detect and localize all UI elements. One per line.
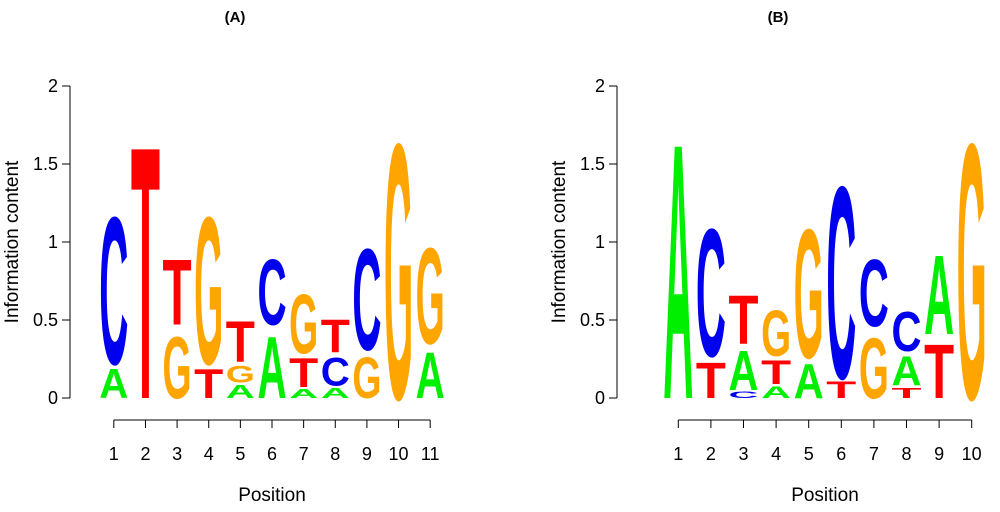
y-tick-label: 0 <box>595 388 605 408</box>
logo-letter-a: A <box>99 361 128 408</box>
y-tick-label: 0 <box>48 388 58 408</box>
logo-panel-a: (A) 0 0.5 1 1.5 2 Information content 1 2 3 4 5 6 7 8 9… <box>2 9 445 506</box>
logo-letter-c: C <box>859 239 889 347</box>
logo-letter-a: A <box>289 387 318 402</box>
logo-letter-g: G <box>352 347 381 411</box>
x-tick-label: 8 <box>330 444 340 464</box>
panel-title: (A) <box>225 9 246 26</box>
y-tick-label: 1.5 <box>580 154 605 174</box>
logo-letter-c: C <box>826 129 856 437</box>
logo-letter-t: T <box>321 311 350 364</box>
x-tick-label: 9 <box>362 444 372 464</box>
logo-letter-c: C <box>892 300 922 364</box>
y-tick-label: 1.5 <box>33 154 58 174</box>
x-tick-label: 2 <box>706 444 716 464</box>
x-tick-label: 4 <box>204 444 214 464</box>
logo-letter-g: G <box>416 221 445 374</box>
x-tick-label: 5 <box>235 444 245 464</box>
x-tick-label: 4 <box>771 444 781 464</box>
logo-letter-a: A <box>924 233 954 359</box>
x-tick-label: 10 <box>389 444 409 464</box>
logo-letter-t: T <box>696 352 726 409</box>
y-tick-label: 1 <box>595 232 605 252</box>
logo-letter-t: T <box>289 351 318 396</box>
logo-letter-t: T <box>826 377 856 404</box>
x-tick-label: 9 <box>934 444 944 464</box>
logo-letter-a: A <box>416 339 445 413</box>
logo-letter-g: G <box>289 276 318 370</box>
logo-letter-t: T <box>194 362 223 407</box>
logo-letter-g: G <box>384 69 413 477</box>
logo-letter-g: G <box>194 174 223 409</box>
logo-letter-t: T <box>924 328 954 415</box>
x-tick-label: 11 <box>421 444 440 464</box>
logo-letter-c: C <box>352 219 381 381</box>
logo-letter-a: A <box>663 69 693 476</box>
logo-letter-g: G <box>794 191 824 397</box>
y-tick-label: 2 <box>595 76 605 96</box>
logo-letter-a: A <box>257 318 286 417</box>
y-axis-label: Information content <box>549 160 570 323</box>
logo-letter-a: A <box>226 381 255 402</box>
x-tick-label: 2 <box>140 444 150 464</box>
y-tick-label: 1 <box>48 232 58 252</box>
logo-letter-c: C <box>321 351 350 395</box>
logo-letter-a: A <box>729 339 759 403</box>
y-tick-label: 2 <box>48 76 58 96</box>
x-tick-label: 1 <box>109 444 119 464</box>
logo-letter-c: C <box>257 240 286 345</box>
logo-letter-g: G <box>163 320 192 418</box>
logo-letter-g: G <box>761 297 791 370</box>
logo-letter-t: T <box>163 239 192 345</box>
x-tick-label: 7 <box>869 444 879 464</box>
logo-letter-t: T <box>892 384 922 401</box>
logo-letter-a: A <box>761 383 791 402</box>
logo-letter-g: G <box>226 360 255 388</box>
logo-letter-g: G <box>957 69 987 477</box>
x-tick-label: 6 <box>267 444 277 464</box>
x-tick-label: 8 <box>901 444 911 464</box>
logo-letter-c: C <box>99 175 128 410</box>
x-tick-label: 3 <box>738 444 748 464</box>
logo-letter-t: T <box>761 353 791 391</box>
logo-letter-c: C <box>696 192 726 396</box>
y-axis-label: Information content <box>2 160 23 323</box>
x-tick-label: 5 <box>804 444 814 464</box>
logo-letter-a: A <box>794 354 824 409</box>
x-tick-label: 10 <box>962 444 982 464</box>
logo-letter-t: T <box>226 311 255 376</box>
y-tick-label: 0.5 <box>580 310 605 330</box>
x-axis-label: Position <box>238 485 306 506</box>
logo-letter-g: G <box>859 320 889 417</box>
y-tick-label: 0.5 <box>33 310 58 330</box>
logo-letter-a: A <box>321 385 350 402</box>
x-tick-label: 6 <box>836 444 846 464</box>
logo-letter-c: C <box>729 390 759 400</box>
logo-panel-b: (B) 0 0.5 1 1.5 2 Information content 1 2 3 4 5 6 7 8 9… <box>549 9 987 506</box>
logo-letter-t: T <box>729 280 759 359</box>
panel-title: (B) <box>768 9 789 26</box>
x-tick-label: 3 <box>172 444 182 464</box>
logo-letter-t: T <box>131 71 160 475</box>
x-axis-label: Position <box>791 485 859 506</box>
x-tick-label: 1 <box>673 444 683 464</box>
x-tick-label: 7 <box>299 444 309 464</box>
logo-letter-a: A <box>892 348 922 395</box>
